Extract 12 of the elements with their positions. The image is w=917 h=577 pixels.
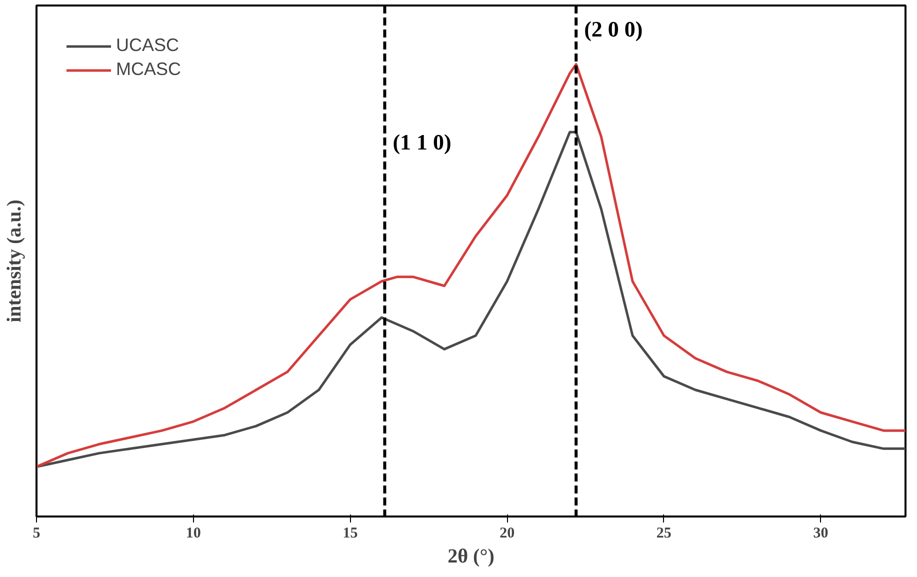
annotation: (1 1 0) xyxy=(392,130,452,155)
legend-label: UCASC xyxy=(116,35,180,56)
x-axis-title: 2θ (°) xyxy=(448,546,494,568)
x-tick-label: 10 xyxy=(186,526,201,542)
x-tick-label: 30 xyxy=(813,526,828,542)
legend-label: MCASC xyxy=(116,59,182,80)
y-axis-title: intensity (a.u.) xyxy=(4,200,26,322)
annotation: (2 0 0) xyxy=(584,16,643,42)
x-tick-label: 15 xyxy=(342,526,358,542)
x-tick-label: 25 xyxy=(656,526,672,542)
x-tick-label: 5 xyxy=(32,526,40,542)
x-tick-label: 20 xyxy=(500,526,515,542)
